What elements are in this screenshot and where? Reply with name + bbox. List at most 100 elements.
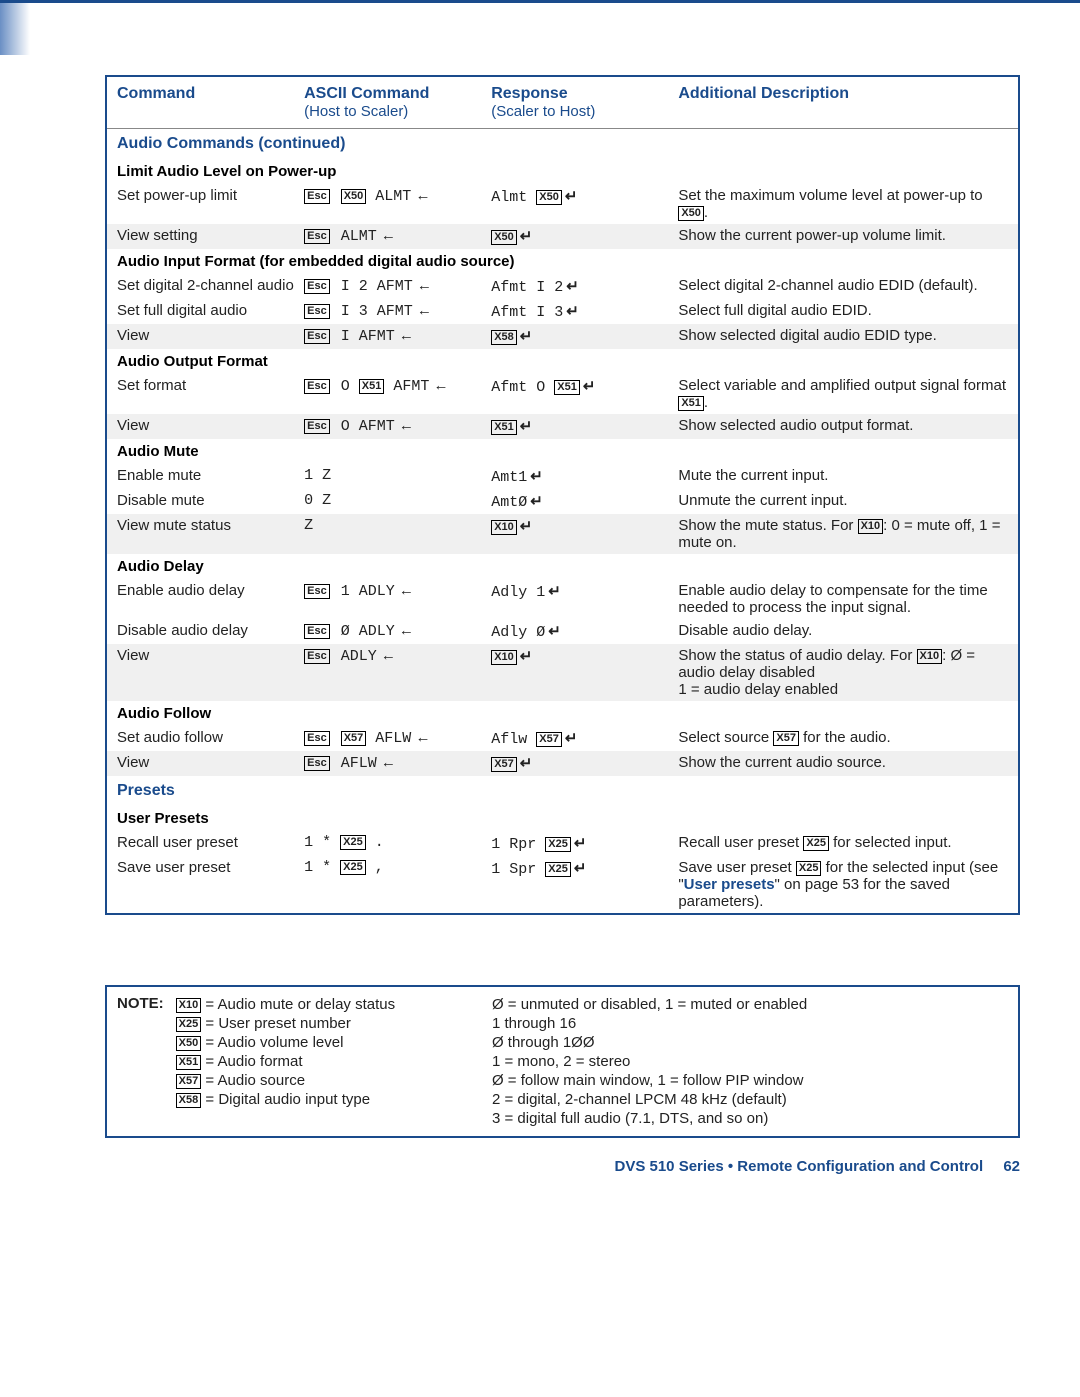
ascii-cmd: Esc I AFMT <box>304 327 491 345</box>
response: Afmt I 2 <box>491 277 678 296</box>
ascii-cmd: Esc X57 AFLW <box>304 729 491 747</box>
enter-icon <box>377 228 396 245</box>
x51-tag: X51 <box>678 396 704 411</box>
enter-icon <box>395 328 414 345</box>
t: I 3 <box>536 304 563 321</box>
enter-icon <box>517 329 533 346</box>
note-text: = Audio source <box>201 1072 305 1089</box>
table-row: Recall user preset 1 * X25 . 1 Rpr X25 R… <box>107 831 1018 856</box>
desc: Show the current power-up volume limit. <box>678 227 1008 244</box>
section-delay: Audio Delay <box>107 554 1018 579</box>
x25-tag: X25 <box>796 861 822 876</box>
enter-icon <box>517 756 533 773</box>
d1: Show the mute status. For <box>678 517 857 534</box>
d2: for selected input. <box>829 834 952 851</box>
enter-icon <box>517 229 533 246</box>
cmd-txt: AFLW <box>341 755 377 772</box>
note-text: = Audio mute or delay status <box>201 996 395 1013</box>
x50-tag: X50 <box>341 189 367 204</box>
enter-icon <box>563 279 579 296</box>
page-content: Command ASCII Command (Host to Scaler) R… <box>0 55 1080 1205</box>
enter-icon <box>413 303 432 320</box>
table-row: Set digital 2-channel audio Esc I 2 AFMT… <box>107 274 1018 299</box>
desc: Select digital 2-channel audio EDID (def… <box>678 277 1008 294</box>
cmd-name: View setting <box>117 227 304 244</box>
t: 1 <box>536 584 545 601</box>
note-text: 3 = digital full audio (7.1, DTS, and so… <box>492 1109 1008 1128</box>
response: X51 <box>491 417 678 436</box>
note-text: Ø = unmuted or disabled, 1 = muted or en… <box>492 995 1008 1014</box>
table-row: View Esc O AFMT X51 Show selected audio … <box>107 414 1018 439</box>
enter-icon <box>377 755 396 772</box>
table-row: View setting Esc ALMT X50 Show the curre… <box>107 224 1018 249</box>
desc: Enable audio delay to compensate for the… <box>678 582 1008 616</box>
enter-icon <box>571 861 587 878</box>
col-ascii-t: ASCII Command <box>304 85 429 102</box>
ascii-cmd: Esc 1 ADLY <box>304 582 491 600</box>
note-box: NOTE: X10 = Audio mute or delay status X… <box>105 985 1020 1138</box>
col-ascii-s: (Host to Scaler) <box>304 103 485 120</box>
r-txt: Aflw <box>491 731 527 748</box>
r-txt: Adly <box>491 584 527 601</box>
note-columns: X10 = Audio mute or delay status X25 = U… <box>176 995 1008 1128</box>
note-item: X51 = Audio format <box>176 1052 492 1071</box>
desc: Unmute the current input. <box>678 492 1008 509</box>
note-label: NOTE: <box>117 995 164 1128</box>
d2: . <box>704 394 708 411</box>
cmd-txt: AFMT <box>377 303 413 320</box>
note-text: 1 through 16 <box>492 1014 1008 1033</box>
d2: for the audio. <box>799 729 891 746</box>
ascii-cmd: 1 * X25 , <box>304 859 491 876</box>
t: I 3 <box>341 303 368 320</box>
t: 1 * <box>304 859 331 876</box>
x25-tag: X25 <box>176 1017 202 1032</box>
table-row: Enable audio delay Esc 1 ADLY Adly 1 Ena… <box>107 579 1018 619</box>
cmd-name: Enable mute <box>117 467 304 484</box>
note-item: X57 = Audio source <box>176 1071 492 1090</box>
r-txt: Adly <box>491 624 527 641</box>
t: I <box>341 328 350 345</box>
note-item: X58 = Digital audio input type <box>176 1090 492 1109</box>
table-row: View Esc I AFMT X58 Show selected digita… <box>107 324 1018 349</box>
section-aof: Audio Output Format <box>107 349 1018 374</box>
esc-key: Esc <box>304 304 330 319</box>
enter-icon <box>580 379 596 396</box>
command-table: Command ASCII Command (Host to Scaler) R… <box>105 75 1020 915</box>
table-header-row: Command ASCII Command (Host to Scaler) R… <box>107 77 1018 129</box>
esc-key: Esc <box>304 584 330 599</box>
desc: Select source X57 for the audio. <box>678 729 1008 746</box>
section-mute: Audio Mute <box>107 439 1018 464</box>
user-presets-link[interactable]: User presets <box>684 876 775 893</box>
table-row: Disable audio delay Esc Ø ADLY Adly Ø Di… <box>107 619 1018 644</box>
ascii-cmd: Esc I 2 AFMT <box>304 277 491 295</box>
d1: Recall user preset <box>678 834 803 851</box>
enter-icon <box>395 418 414 435</box>
table-row: Enable mute 1 Z Amt1 Mute the current in… <box>107 464 1018 489</box>
x51-tag: X51 <box>554 380 580 395</box>
ascii-cmd: 0 Z <box>304 492 491 509</box>
x25-tag: X25 <box>803 836 829 851</box>
enter-icon <box>517 519 533 536</box>
cmd-name: Set digital 2-channel audio <box>117 277 304 294</box>
response: X10 <box>491 517 678 536</box>
cmd-txt: ADLY <box>359 583 395 600</box>
desc: Recall user preset X25 for selected inpu… <box>678 834 1008 851</box>
esc-key: Esc <box>304 649 330 664</box>
t: Ø <box>536 624 545 641</box>
desc: Disable audio delay. <box>678 622 1008 639</box>
x25-tag: X25 <box>340 835 366 850</box>
x50-tag: X50 <box>491 230 517 245</box>
t: 1 <box>491 861 500 878</box>
section-aif: Audio Input Format (for embedded digital… <box>107 249 1018 274</box>
r-txt: Rpr <box>509 836 536 853</box>
x57-tag: X57 <box>536 732 562 747</box>
ascii-cmd: Esc X50 ALMT <box>304 187 491 205</box>
x50-tag: X50 <box>536 190 562 205</box>
x57-tag: X57 <box>491 757 517 772</box>
cmd-name: View mute status <box>117 517 304 534</box>
footer-text: DVS 510 Series • Remote Configuration an… <box>614 1158 983 1175</box>
table-row: View Esc ADLY X10 Show the status of aud… <box>107 644 1018 701</box>
x10-tag: X10 <box>491 650 517 665</box>
enter-icon <box>517 419 533 436</box>
esc-key: Esc <box>304 624 330 639</box>
